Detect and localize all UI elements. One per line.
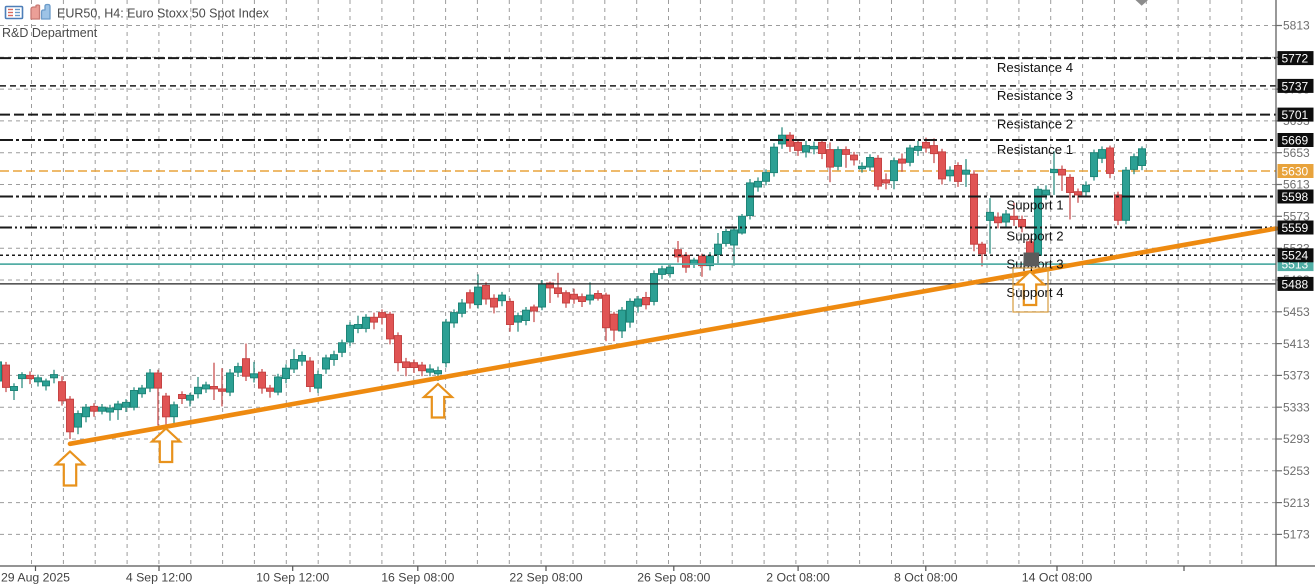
svg-text:5669: 5669 [1282,133,1309,147]
svg-text:5373: 5373 [1283,369,1310,383]
svg-text:Resistance 4: Resistance 4 [997,60,1073,75]
svg-text:22 Sep 08:00: 22 Sep 08:00 [509,571,582,585]
svg-text:5453: 5453 [1283,305,1310,319]
svg-text:5701: 5701 [1282,108,1309,122]
svg-text:8 Oct 08:00: 8 Oct 08:00 [894,571,958,585]
svg-text:Support 2: Support 2 [1006,229,1063,244]
svg-text:14 Oct 08:00: 14 Oct 08:00 [1022,571,1093,585]
svg-text:16 Sep 08:00: 16 Sep 08:00 [381,571,454,585]
svg-text:5524: 5524 [1282,249,1309,263]
svg-text:Resistance 2: Resistance 2 [997,117,1073,132]
svg-text:Support 4: Support 4 [1006,285,1063,300]
svg-text:5413: 5413 [1283,337,1310,351]
svg-text:5559: 5559 [1282,221,1309,235]
svg-text:EUR50, H4: Euro Stoxx 50 Spot: EUR50, H4: Euro Stoxx 50 Spot Index [57,7,270,21]
svg-text:26 Sep 08:00: 26 Sep 08:00 [637,571,710,585]
svg-text:5173: 5173 [1283,528,1310,542]
svg-text:5813: 5813 [1283,19,1310,33]
svg-text:5333: 5333 [1283,400,1310,414]
svg-text:5653: 5653 [1283,146,1310,160]
svg-text:5598: 5598 [1282,190,1309,204]
svg-text:Support 1: Support 1 [1006,198,1063,213]
svg-text:5253: 5253 [1283,464,1310,478]
svg-text:5213: 5213 [1283,496,1310,510]
svg-text:Resistance 3: Resistance 3 [997,88,1073,103]
svg-text:Resistance 1: Resistance 1 [997,142,1073,157]
svg-text:R&D Department: R&D Department [2,26,98,40]
svg-text:5613: 5613 [1283,178,1310,192]
svg-text:10 Sep 12:00: 10 Sep 12:00 [256,571,329,585]
svg-text:5630: 5630 [1282,164,1309,178]
svg-text:29 Aug 2025: 29 Aug 2025 [1,571,70,585]
svg-text:5293: 5293 [1283,432,1310,446]
svg-text:2 Oct 08:00: 2 Oct 08:00 [766,571,830,585]
svg-text:5573: 5573 [1283,210,1310,224]
svg-text:5488: 5488 [1282,277,1309,291]
svg-text:4 Sep 12:00: 4 Sep 12:00 [126,571,192,585]
svg-text:5737: 5737 [1282,79,1309,93]
svg-text:5772: 5772 [1282,52,1309,66]
